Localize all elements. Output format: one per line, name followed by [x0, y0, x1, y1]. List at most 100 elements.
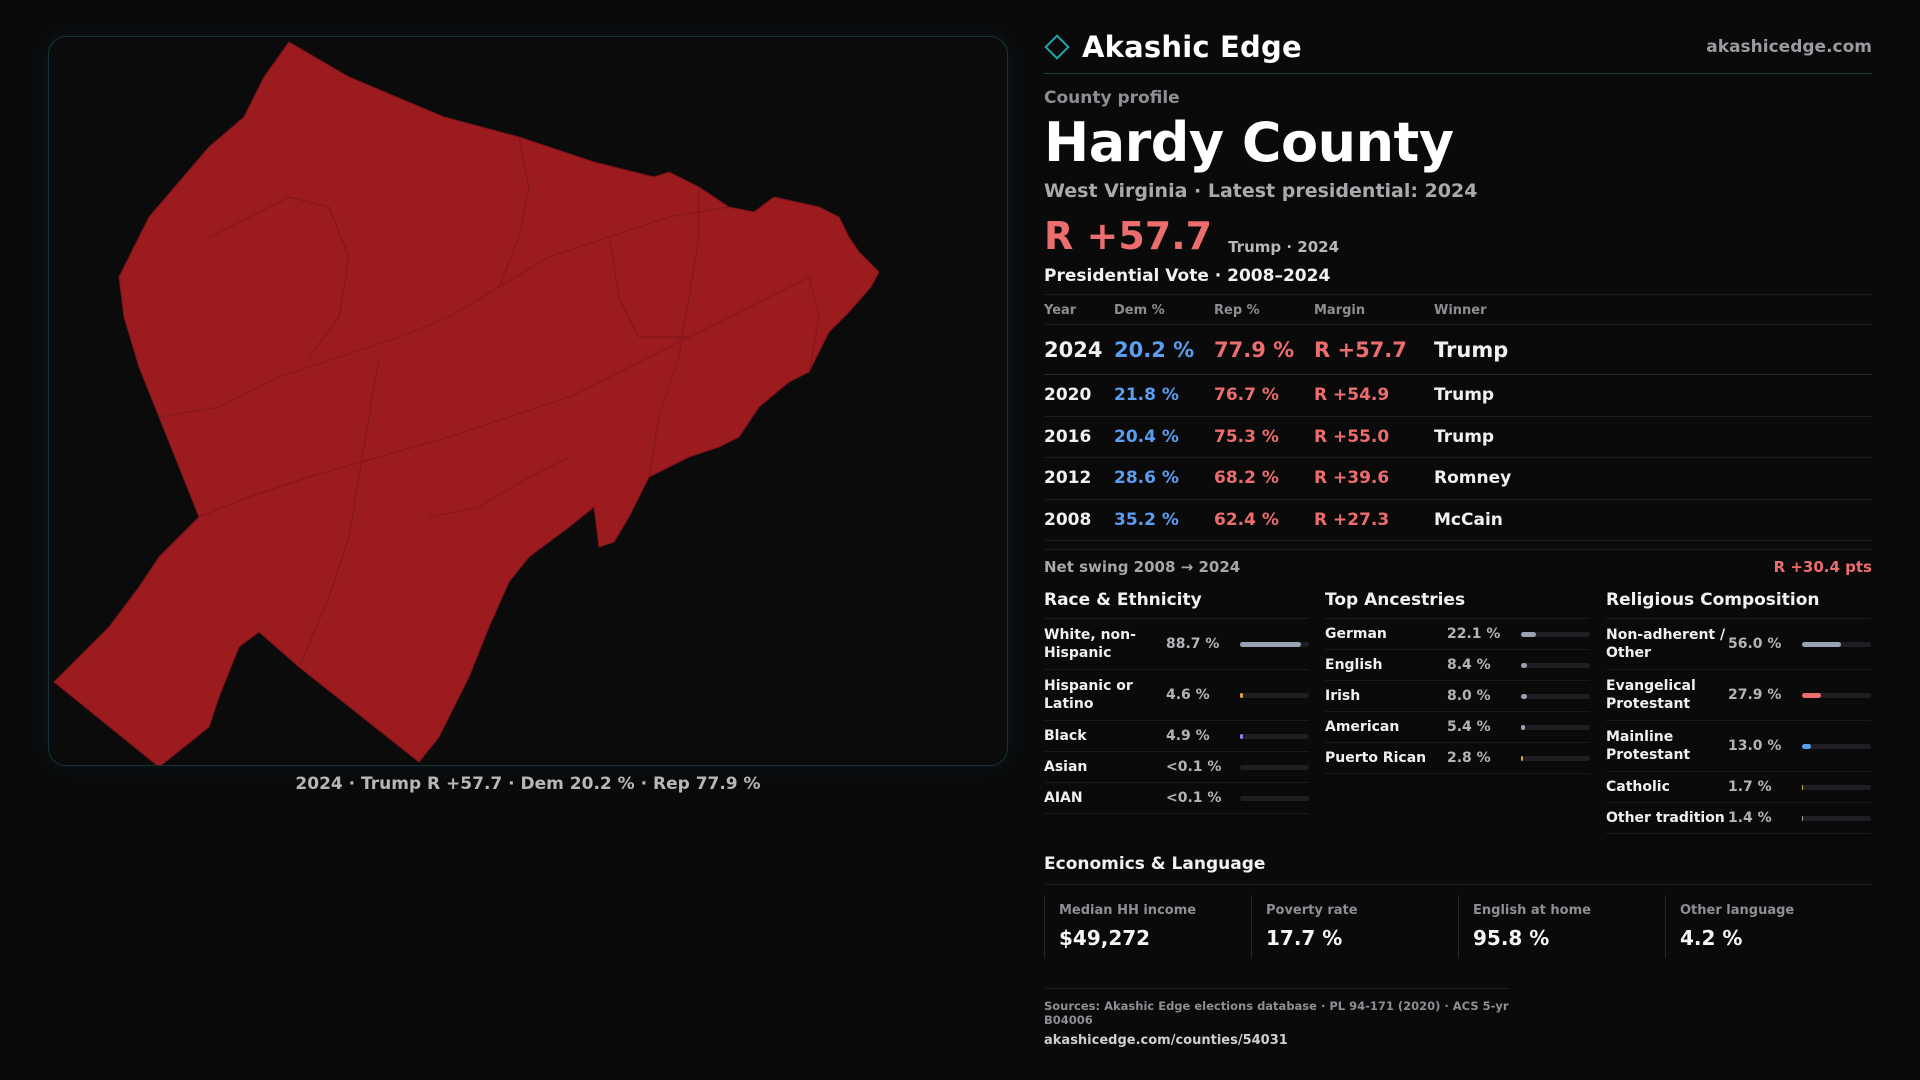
- demo-value: 88.7 %: [1166, 636, 1220, 652]
- demo-bar-fill: [1240, 641, 1302, 647]
- page-subtitle: West Virginia · Latest presidential: 202…: [1044, 180, 1478, 202]
- demographics-grid: Race & Ethnicity White, non-Hispanic 88.…: [1044, 590, 1872, 834]
- list-item: American 5.4 %: [1325, 712, 1590, 743]
- headline-note: Trump · 2024: [1228, 238, 1340, 256]
- vote-section-title: Presidential Vote · 2008–2024: [1044, 266, 1872, 295]
- religion-title: Religious Composition: [1606, 590, 1871, 619]
- demo-bar: [1240, 795, 1309, 801]
- econ-label: Other language: [1680, 903, 1795, 918]
- list-item: Catholic 1.7 %: [1606, 772, 1871, 803]
- demo-bar: [1521, 755, 1590, 761]
- demo-bar-fill: [1521, 662, 1527, 668]
- demo-value: 27.9 %: [1728, 687, 1782, 703]
- demo-bar: [1802, 692, 1871, 698]
- vote-year: 2016: [1044, 416, 1114, 458]
- demo-value: 13.0 %: [1728, 738, 1782, 754]
- economics-title: Economics & Language: [1044, 854, 1872, 885]
- demo-label: Catholic: [1606, 779, 1670, 795]
- econ-value: 95.8 %: [1473, 926, 1550, 950]
- demo-label: Hispanic or Latino: [1044, 678, 1133, 712]
- col-margin: Margin: [1314, 295, 1434, 325]
- econ-card-income: Median HH income $49,272: [1044, 895, 1251, 958]
- ancestries-title: Top Ancestries: [1325, 590, 1590, 619]
- demo-bar: [1240, 692, 1309, 698]
- demo-label: Non-adherent / Other: [1606, 627, 1726, 661]
- demo-label: Mainline Protestant: [1606, 729, 1691, 763]
- vote-row: 2016 20.4 % 75.3 % R +55.0 Trump: [1044, 416, 1872, 458]
- vote-row: 2024 20.2 % 77.9 % R +57.7 Trump: [1044, 324, 1872, 375]
- econ-label: Median HH income: [1059, 903, 1197, 918]
- vote-winner: McCain: [1434, 499, 1872, 541]
- demo-value: <0.1 %: [1166, 790, 1222, 806]
- demo-value: 8.0 %: [1447, 688, 1491, 704]
- vote-dem: 21.8 %: [1114, 374, 1214, 417]
- list-item: Irish 8.0 %: [1325, 681, 1590, 712]
- demo-bar: [1802, 784, 1871, 790]
- vote-winner: Trump: [1434, 416, 1872, 458]
- demo-value: 4.6 %: [1166, 687, 1210, 703]
- demo-value: 1.7 %: [1728, 779, 1772, 795]
- demo-bar: [1802, 641, 1871, 647]
- brand-url-link[interactable]: akashicedge.com: [1706, 36, 1872, 57]
- vote-table: Year Dem % Rep % Margin Winner 2024 20.2…: [1044, 295, 1872, 541]
- religion-panel: Religious Composition Non-adherent / Oth…: [1606, 590, 1871, 834]
- vote-dem: 28.6 %: [1114, 457, 1214, 500]
- economics-grid: Median HH income $49,272 Poverty rate 17…: [1044, 895, 1872, 958]
- page-title: Hardy County: [1044, 111, 1454, 174]
- race-title: Race & Ethnicity: [1044, 590, 1309, 619]
- vote-year: 2008: [1044, 499, 1114, 541]
- econ-value: 17.7 %: [1266, 926, 1343, 950]
- vote-margin: R +55.0: [1314, 416, 1434, 458]
- brand-name: Akashic Edge: [1082, 29, 1302, 64]
- vote-rep: 77.9 %: [1214, 324, 1314, 375]
- vote-rep: 62.4 %: [1214, 499, 1314, 541]
- demo-bar-fill: [1521, 693, 1527, 699]
- demo-bar-fill: [1802, 815, 1804, 821]
- sources-text: Sources: Akashic Edge elections database…: [1044, 999, 1509, 1027]
- econ-label: Poverty rate: [1266, 903, 1358, 918]
- demo-bar-fill: [1802, 743, 1811, 749]
- county-shape[interactable]: [53, 41, 880, 766]
- sources-url-link[interactable]: akashicedge.com/counties/54031: [1044, 1033, 1288, 1048]
- demo-bar-fill: [1521, 631, 1537, 637]
- demo-value: 22.1 %: [1447, 626, 1501, 642]
- list-item: Black 4.9 %: [1044, 721, 1309, 752]
- net-swing-label: Net swing 2008 → 2024: [1044, 558, 1241, 576]
- list-item: Asian <0.1 %: [1044, 752, 1309, 783]
- demo-bar: [1240, 764, 1309, 770]
- demo-bar-fill: [1240, 692, 1244, 698]
- ancestries-panel: Top Ancestries German 22.1 % English 8.4…: [1325, 590, 1590, 834]
- demo-bar: [1521, 693, 1590, 699]
- demo-value: 56.0 %: [1728, 636, 1782, 652]
- headline-result: R +57.7 Trump · 2024: [1044, 216, 1872, 256]
- econ-card-english: English at home 95.8 %: [1458, 895, 1665, 958]
- vote-row: 2008 35.2 % 62.4 % R +27.3 McCain: [1044, 499, 1872, 541]
- vote-rep: 75.3 %: [1214, 416, 1314, 458]
- demo-bar-fill: [1802, 784, 1804, 790]
- col-rep: Rep %: [1214, 295, 1314, 325]
- demo-label: Evangelical Protestant: [1606, 678, 1696, 712]
- demo-bar-fill: [1802, 641, 1841, 647]
- vote-winner: Trump: [1434, 374, 1872, 417]
- list-item: Puerto Rican 2.8 %: [1325, 743, 1590, 774]
- econ-card-other-language: Other language 4.2 %: [1665, 895, 1872, 958]
- vote-winner: Romney: [1434, 457, 1872, 500]
- county-map-svg: [53, 41, 880, 766]
- demo-value: <0.1 %: [1166, 759, 1222, 775]
- demo-value: 2.8 %: [1447, 750, 1491, 766]
- demo-bar-fill: [1802, 692, 1822, 698]
- vote-year: 2020: [1044, 374, 1114, 417]
- list-item: Hispanic or Latino 4.6 %: [1044, 670, 1309, 721]
- county-map[interactable]: [48, 36, 1008, 766]
- list-item: Evangelical Protestant 27.9 %: [1606, 670, 1871, 721]
- col-winner: Winner: [1434, 295, 1872, 325]
- econ-value: 4.2 %: [1680, 926, 1743, 950]
- brand-header: Akashic Edge akashicedge.com: [1044, 28, 1872, 74]
- demo-label: English: [1325, 657, 1383, 673]
- diamond-icon: [1044, 33, 1070, 60]
- map-caption: 2024 · Trump R +57.7 · Dem 20.2 % · Rep …: [295, 774, 761, 794]
- demo-label: German: [1325, 626, 1387, 642]
- col-dem: Dem %: [1114, 295, 1214, 325]
- demo-bar-fill: [1521, 724, 1525, 730]
- econ-card-poverty: Poverty rate 17.7 %: [1251, 895, 1458, 958]
